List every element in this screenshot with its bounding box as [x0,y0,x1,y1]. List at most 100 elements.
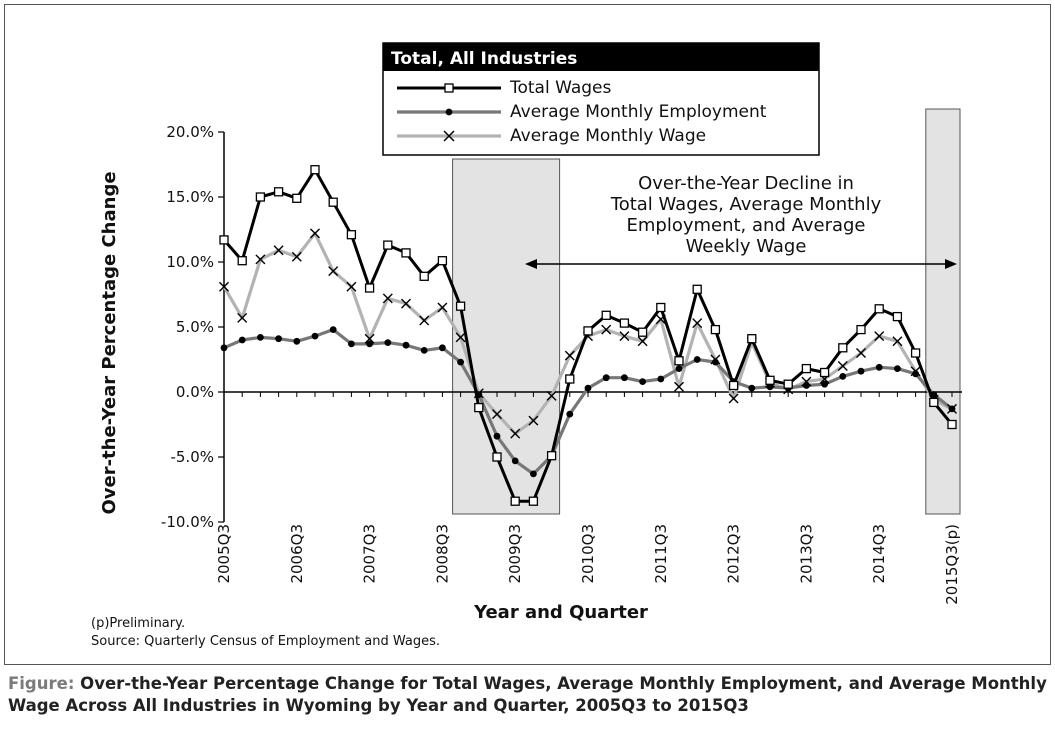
avg-wage-point [728,393,739,404]
total-wages-point [856,324,866,335]
total-wages-point [455,301,466,311]
avg-wage-point [564,350,575,361]
avg-wage-point [455,332,466,343]
x-tick-label: 2015Q3(p) [943,524,961,605]
avg-employment-point [348,340,355,348]
caption-lead: Figure: [8,674,75,693]
avg-wage-point-stroke [328,266,339,277]
avg-employment-point [530,470,537,478]
avg-wage-point [510,428,521,439]
x-tick-label: 2010Q3 [579,524,597,584]
avg-wage-point-stroke [619,331,630,342]
avg-wage-point-stroke [346,281,357,292]
avg-wage-point [874,331,885,342]
avg-employment-point [839,373,847,380]
legend-title: Total, All Industries [391,49,577,69]
avg-employment-point [257,334,264,341]
total-wages-point [273,187,284,197]
avg-employment-point [402,341,410,349]
avg-wage-point-stroke [655,314,666,325]
annotation-line-2: Total Wages, Average Monthly [610,194,882,215]
x-tick-label: 2007Q3 [361,524,379,584]
legend-label-avg-employment: Average Monthly Employment [510,102,767,122]
avg-wage-point-stroke [601,324,612,335]
total-wages-point [328,197,338,207]
avg-employment-point [930,391,938,398]
y-tick-label: 0.0% [176,383,214,401]
total-wages-point [783,379,793,389]
total-wages-point [528,496,539,506]
figure-frame: -10.0% -5.0% 0.0% 5.0% 10.0% 15.0% 20.0% 2005Q3… [4,4,1051,665]
total-wages-point [474,402,484,413]
avg-wage-point [692,318,703,329]
line-chart: -10.0% -5.0% 0.0% 5.0% 10.0% 15.0% 20.0% 2005Q3… [91,42,962,649]
source-note: Source: Quarterly Census of Employment a… [91,634,440,649]
avg-wage-point-stroke [401,298,411,309]
preliminary-note: (p)Preliminary. [91,616,185,631]
shaded-period-2 [925,108,961,515]
avg-wage-point-stroke [437,302,448,313]
avg-wage-point-stroke [837,361,848,371]
avg-wage-point [856,348,866,358]
y-tick-label: 10.0% [166,253,214,271]
x-tick-label: 2013Q3 [797,524,815,584]
avg-employment-point [602,374,610,382]
avg-employment-point [857,367,865,375]
avg-wage-point-stroke [564,350,575,361]
total-wages-point [838,343,848,353]
avg-employment-point [439,344,446,352]
total-wages-point [601,310,611,320]
total-wages-point [947,419,957,430]
avg-wage-point [674,381,684,392]
avg-wage-point [310,228,320,239]
avg-wage-point [637,336,648,347]
x-axis-title: Year and Quarter [473,602,648,623]
avg-wage-point [255,254,266,265]
total-wages-point [383,240,393,250]
total-wages-point [819,367,830,378]
avg-wage-point-stroke [492,409,502,420]
avg-employment-point [948,405,956,413]
y-tick-label: 20.0% [166,123,214,141]
total-wages-point [801,363,812,374]
avg-wage-point [601,324,612,335]
total-wages-point [419,271,429,281]
annotation-line-1: Over-the-Year Decline in [638,173,854,194]
total-wages-point [255,192,266,202]
avg-wage-point [219,281,229,292]
avg-employment-point [639,378,646,385]
avg-wage-point-stroke [674,381,684,392]
decline-arrow [525,259,957,269]
caption-text: Over-the-Year Percentage Change for Tota… [8,674,1047,715]
avg-employment-point [475,391,483,398]
avg-wage-point [837,361,848,371]
total-wages-point [401,248,411,258]
total-wages-point [546,451,557,461]
avg-employment-point [311,332,319,340]
avg-employment-point [584,384,592,392]
annotation-line-3: Employment, and Average [626,215,865,236]
total-wages-point [583,326,593,336]
x-tick-label: 2012Q3 [725,524,743,584]
text-layer: Over-the-Year Percentage Change Year and… [91,171,882,649]
total-wages-point [437,256,448,266]
avg-wage-point-stroke [546,390,557,401]
total-wages-point [619,318,630,328]
total-wages-point [674,356,684,366]
avg-employment-point [621,374,628,382]
x-tick-label: 2014Q3 [870,524,888,584]
avg-wage-point-stroke [255,254,266,265]
total-wages-point [692,284,702,294]
avg-wage-point-stroke [219,281,229,292]
legend-marker-avg-wage [443,130,455,142]
y-tick-label: 5.0% [176,318,214,336]
avg-wage-point [619,331,630,342]
total-wages-point [929,397,939,408]
legend-label-total-wages: Total Wages [509,78,611,98]
arrow-head-left [525,259,537,269]
avg-employment-point [293,337,301,345]
y-axis-title: Over-the-Year Percentage Change [99,171,120,514]
x-tick-label: 2009Q3 [506,524,524,584]
avg-wage-point [364,333,375,344]
avg-wage-point-stroke [728,393,739,404]
